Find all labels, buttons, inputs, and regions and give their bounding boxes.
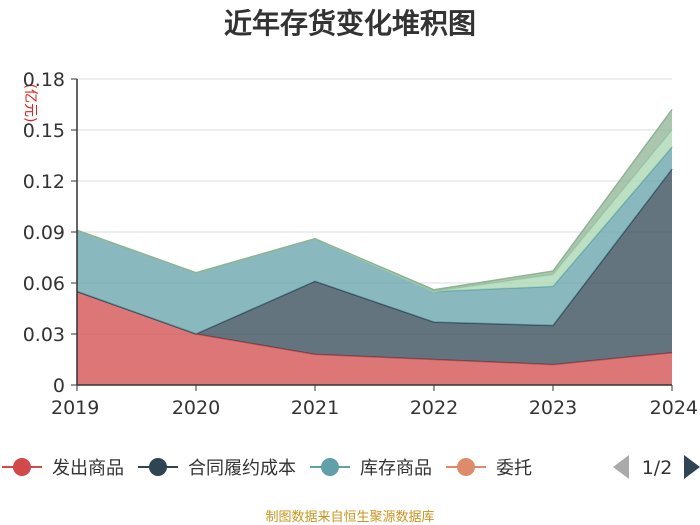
legend-marker [13,458,31,476]
line-原材料 [76,109,673,291]
area-库存商品 [77,147,672,334]
legend-marker [457,458,475,476]
x-tick-label: 2020 [172,397,220,419]
y-tick-label: 0.09 [23,222,65,244]
legend-item[interactable]: 发出商品 [2,458,124,479]
y-tick-label: 0.18 [23,69,65,91]
x-tick-label: 2021 [291,397,339,419]
y-axis-unit: (亿元) [22,84,38,123]
x-tick-label: 2022 [410,397,458,419]
x-tick-label: 2023 [529,397,577,419]
legend-item[interactable]: 库存商品 [310,458,432,479]
y-tick-label: 0.03 [23,324,65,346]
legend-label: 发出商品 [52,458,124,479]
legend-page-indicator: 1/2 [642,457,673,479]
y-tick-labels: 0 0.03 0.06 0.09 0.12 0.15 0.18 [23,69,77,397]
legend-marker [321,458,339,476]
area-合同履约成本 [77,169,672,365]
area-发出商品 [77,291,672,385]
legend-prev-icon[interactable] [613,455,629,479]
x-tick-label: 2024 [650,397,698,419]
legend-pager: 1/2 [613,455,700,479]
y-tick-label: 0.12 [23,171,65,193]
legend-label: 委托 [496,458,532,479]
legend-next-icon[interactable] [684,455,700,479]
legend-label: 库存商品 [360,458,432,479]
legend-item[interactable]: 委托 [446,458,532,479]
y-tick-label: 0.15 [23,120,65,142]
area-series [76,109,673,385]
legend: 发出商品 合同履约成本 库存商品 委托 [2,458,532,479]
legend-marker [149,458,167,476]
y-tick-label: 0.06 [23,273,65,295]
legend-item[interactable]: 合同履约成本 [138,458,296,479]
chart-title: 近年存货变化堆积图 [224,7,476,40]
data-source: 制图数据来自恒生聚源数据库 [265,509,434,525]
legend-label: 合同履约成本 [188,458,296,479]
x-tick-label: 2019 [51,397,99,419]
x-tick-labels: 2019 2020 2021 2022 2023 2024 [51,385,698,419]
y-tick-label: 0 [53,375,65,397]
